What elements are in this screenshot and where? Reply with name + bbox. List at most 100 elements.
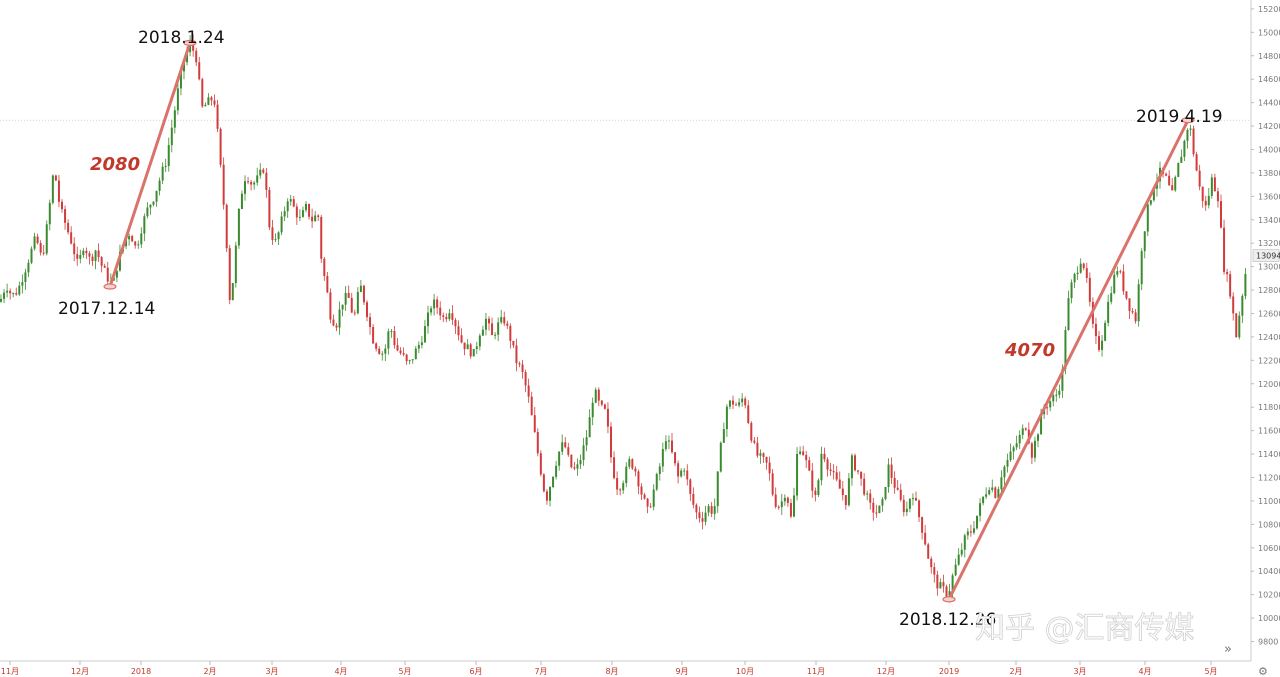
candle-body	[716, 471, 719, 507]
candle-body	[79, 255, 82, 259]
candle-body	[728, 400, 731, 407]
candle-body	[179, 71, 182, 89]
candle-body	[771, 473, 774, 495]
candle-body	[6, 290, 9, 293]
candle-body	[27, 262, 30, 273]
candle-body	[1055, 394, 1058, 396]
candle-body	[12, 293, 15, 295]
candle-body	[1067, 298, 1070, 331]
x-axis-band	[0, 661, 1251, 677]
y-tick-label: 10200	[1258, 591, 1280, 600]
candle-body	[518, 363, 521, 365]
candle-body	[539, 453, 542, 475]
expand-icon[interactable]: »	[1224, 642, 1232, 657]
candle-body	[9, 290, 12, 294]
y-tick-label: 13400	[1258, 216, 1280, 225]
candle-body	[448, 313, 451, 320]
candle-body	[933, 567, 936, 575]
candle-body	[860, 471, 863, 479]
candle-body	[350, 297, 353, 313]
x-tick-label: 3月	[1073, 667, 1086, 676]
candle-body	[439, 307, 442, 316]
candle-body	[884, 487, 887, 500]
y-tick-label: 14800	[1258, 52, 1280, 61]
candle-body	[783, 497, 786, 502]
current-price-badge: 13094	[1252, 249, 1280, 262]
candle-body	[137, 244, 140, 246]
candle-body	[198, 62, 201, 80]
candle-body	[622, 483, 625, 491]
candle-body	[338, 309, 341, 328]
candle-body	[536, 431, 539, 454]
candle-body	[826, 459, 829, 470]
candle-body	[585, 437, 588, 446]
candle-body	[76, 254, 79, 259]
candle-body	[1235, 313, 1238, 338]
candle-body	[1192, 128, 1195, 155]
x-tick-label: 2018	[131, 667, 151, 676]
y-tick-label: 13000	[1258, 263, 1280, 272]
candle-body	[594, 389, 597, 403]
candle-body	[1052, 395, 1055, 402]
settings-gear-icon[interactable]: ⚙	[1258, 665, 1268, 677]
candle-body	[494, 334, 497, 336]
candle-body	[48, 202, 51, 225]
candle-body	[597, 389, 600, 401]
candle-body	[1113, 274, 1116, 294]
candle-body	[1101, 340, 1104, 350]
candle-body	[195, 50, 198, 63]
candle-body	[506, 323, 509, 326]
candle-body	[561, 442, 564, 452]
candle-body	[73, 243, 76, 255]
candle-body	[1009, 451, 1012, 460]
candle-body	[570, 454, 573, 468]
candle-body	[671, 440, 673, 453]
candle-body	[991, 487, 994, 490]
candle-body	[115, 270, 118, 278]
candle-body	[1070, 282, 1073, 299]
candle-body	[356, 292, 359, 314]
candle-body	[738, 402, 741, 406]
candle-body	[1110, 293, 1113, 302]
candle-body	[600, 400, 603, 405]
candle-body	[588, 417, 591, 438]
candle-body	[186, 52, 189, 63]
x-tick-label: 2019	[939, 667, 959, 676]
candle-body	[375, 343, 378, 349]
candle-body	[1244, 273, 1247, 296]
candle-body	[1232, 296, 1235, 314]
candle-body	[384, 348, 387, 354]
candle-body	[399, 350, 402, 354]
candle-body	[475, 346, 478, 349]
candle-body	[582, 445, 585, 460]
candle-body	[308, 203, 311, 217]
x-tick-label: 8月	[605, 667, 618, 676]
candle-body	[866, 493, 869, 495]
candle-body	[216, 104, 219, 129]
candle-body	[222, 164, 225, 205]
y-tick-label: 12400	[1258, 333, 1280, 342]
candle-body	[1177, 162, 1180, 177]
candle-body	[847, 478, 850, 506]
x-tick-label: 2月	[1009, 667, 1022, 676]
candle-body	[1201, 186, 1204, 201]
candle-body	[341, 304, 344, 310]
candle-body	[442, 315, 445, 317]
y-tick-label: 11400	[1258, 450, 1280, 459]
candle-body	[262, 169, 265, 173]
candle-body	[1073, 274, 1076, 283]
candle-body	[759, 453, 762, 456]
candle-body	[433, 299, 436, 309]
candle-body	[1183, 140, 1186, 157]
candle-body	[497, 322, 500, 335]
candle-body	[756, 442, 759, 456]
candle-body	[988, 489, 991, 495]
candle-body	[3, 292, 6, 299]
candle-body	[549, 486, 551, 501]
candle-body	[460, 335, 463, 343]
candle-body	[945, 586, 948, 597]
candle-body	[863, 478, 866, 495]
candle-body	[335, 325, 338, 328]
candle-body	[140, 233, 143, 245]
candle-body	[1238, 315, 1241, 338]
